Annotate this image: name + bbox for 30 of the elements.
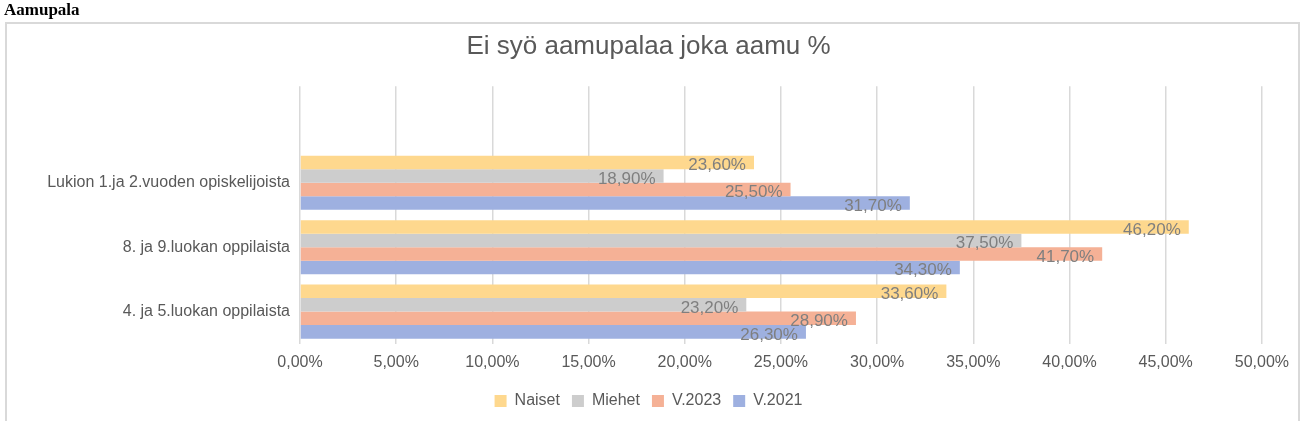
x-tick-label: 15,00% [561, 352, 616, 370]
x-tick-label: 40,00% [1042, 352, 1097, 370]
y-tick-label: Lukion 1.ja 2.vuoden opiskelijoista [47, 173, 291, 191]
x-tick-label: 5,00% [373, 352, 419, 370]
data-label: 41,70% [1036, 246, 1095, 266]
data-label: 18,90% [597, 168, 656, 188]
x-tick-label: 30,00% [849, 352, 905, 370]
y-tick-label: 4. ja 5.luokan oppilaista [122, 302, 291, 320]
bar [300, 155, 754, 170]
x-tick-label: 20,00% [657, 352, 712, 370]
x-tick-label: 45,00% [1138, 352, 1193, 370]
data-label: 46,20% [1123, 219, 1181, 239]
x-tick-label: 50,00% [1234, 352, 1289, 370]
data-label: 23,20% [680, 297, 739, 317]
chart-title: Ei syö aamupalaa joka aamu % [466, 29, 831, 60]
y-tick-label: 8. ja 9.luokan oppilaista [122, 237, 291, 255]
data-label: 25,50% [724, 182, 783, 202]
x-tick-label: 35,00% [946, 352, 1001, 370]
x-tick-label: 25,00% [753, 352, 809, 370]
legend-label: Naiset [514, 391, 561, 409]
legend-label: Miehet [591, 391, 641, 409]
x-tick-label: 0,00% [277, 352, 323, 370]
bar [300, 284, 947, 299]
data-label: 37,50% [955, 233, 1014, 253]
bar [300, 260, 960, 275]
legend-label: V.2021 [753, 391, 803, 409]
data-label: 31,70% [844, 195, 902, 215]
legend-label: V.2023 [671, 391, 722, 409]
text: Aamupala [4, 0, 80, 20]
x-tick-label: 10,00% [465, 352, 520, 370]
